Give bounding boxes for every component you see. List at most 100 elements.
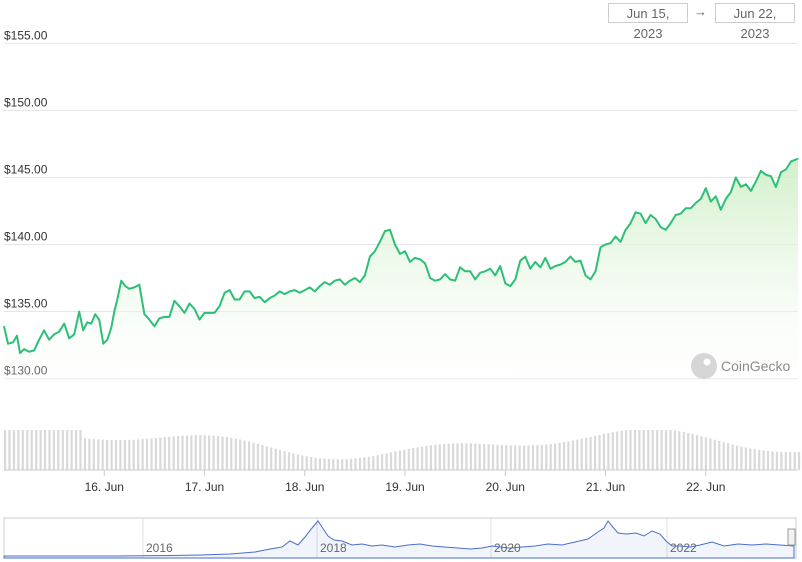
volume-bar [119,440,122,470]
volume-bar [358,457,362,470]
price-point [579,260,582,262]
price-point [770,175,772,177]
price-point [19,352,21,354]
x-tick-label: 18. Jun [285,480,324,494]
volume-bar [558,442,561,470]
price-point [459,266,461,268]
volume-bar [123,440,126,470]
volume-bar [163,437,166,470]
volume-bar [434,444,437,470]
price-point [609,242,612,244]
volume-bar [336,459,339,470]
price-point [700,198,702,200]
y-tick-label: $135.00 [4,297,48,311]
volume-bar [283,451,286,470]
price-point [685,207,687,209]
price-point [569,256,572,258]
volume-bar [354,458,357,470]
volume-bar [243,440,246,470]
price-point [16,335,18,337]
price-point [760,170,762,172]
price-point [148,319,150,321]
volume-bar [554,443,557,470]
price-point [625,229,627,231]
gecko-logo-icon [691,353,717,379]
price-point [38,339,40,341]
price-point [534,261,536,263]
volume-bar [372,455,375,470]
y-axis-ticks: $130.00$135.00$140.00$145.00$150.00$155.… [4,28,48,377]
price-point [675,214,677,216]
price-point [797,158,799,160]
range-arrow: → [694,4,707,19]
volume-bar [518,445,521,470]
volume-bar [221,436,224,470]
volume-bar [660,430,663,470]
navigator-label: 2018 [320,541,347,555]
price-point [479,272,481,274]
price-point [640,213,642,215]
volume-bar [248,441,251,470]
price-point [705,187,707,189]
volume-bar [168,436,171,470]
volume-bar [314,457,317,470]
price-point [58,331,60,333]
price-point [163,316,165,318]
price-area [4,158,798,392]
price-point [90,323,92,325]
price-point [7,343,9,345]
volume-bar [465,443,468,470]
volume-bar [8,430,11,470]
navigator-handle[interactable] [787,528,796,546]
volume-bar [438,444,441,470]
price-point [444,273,446,275]
volume-bar [580,438,583,470]
volume-bar [92,439,95,470]
price-point [404,250,406,252]
price-point [379,241,381,243]
price-point [94,313,96,315]
price-point [153,325,155,327]
range-from-input[interactable]: Jun 15, 2023 [608,3,688,41]
x-tick-label: 21. Jun [586,480,625,494]
volume-bar [625,430,628,470]
volume-bar [159,437,162,470]
volume-bar [633,430,637,470]
price-point [539,266,542,268]
x-tick-label: 20. Jun [486,480,525,494]
price-point [68,337,70,339]
volume-bar [350,458,353,470]
price-point [740,186,742,188]
volume-bar [789,452,792,470]
volume-bar [576,439,579,470]
volume-bar [744,447,747,470]
navigator-label: 2022 [670,541,697,555]
price-point [314,290,316,292]
volume-bar [225,437,228,470]
range-to-input[interactable]: Jun 22, 2023 [715,3,795,41]
volume-bar [301,455,304,470]
volume-bar [460,443,464,470]
price-point [504,282,506,284]
volume-bar [491,444,495,470]
volume-bar [749,448,752,470]
navigator[interactable]: 2016 2018 2020 2022 [3,517,797,559]
volume-bar [673,430,676,470]
volume-bar [385,453,388,470]
price-point [213,312,216,314]
volume-bar [403,449,406,470]
volume-bar [780,451,783,470]
price-point [203,312,206,314]
price-point [599,246,602,248]
volume-bar [567,441,570,470]
price-point [249,290,251,292]
price-point [750,190,752,192]
price-point [474,278,476,280]
volume-bar [696,435,699,470]
y-tick-label: $150.00 [4,95,48,109]
volume-bar [607,433,610,470]
volume-bar [79,430,82,470]
volume-bar [114,440,118,470]
price-point [620,241,622,243]
